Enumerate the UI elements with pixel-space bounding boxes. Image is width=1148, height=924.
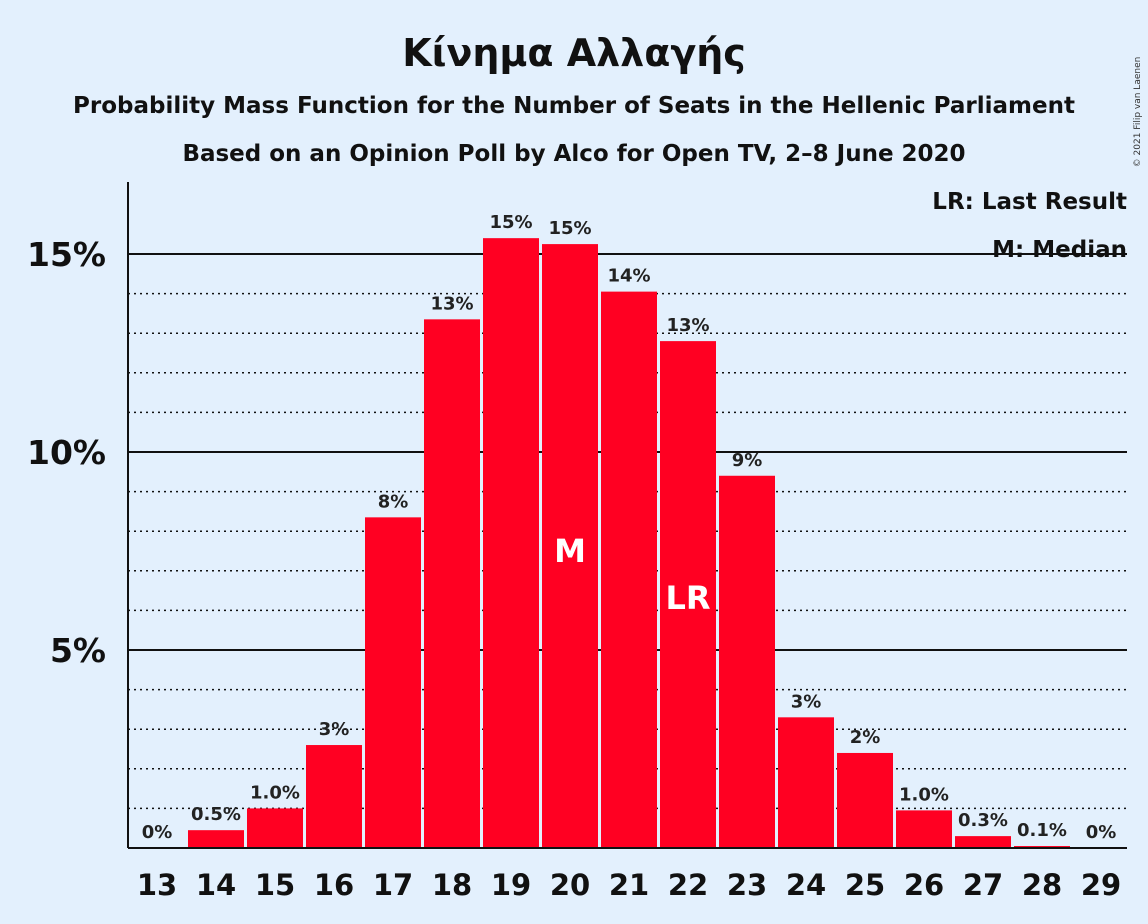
bar-label-seat-22: 13% xyxy=(666,315,709,336)
x-tick-label: 27 xyxy=(963,868,1003,902)
y-tick-label: 5% xyxy=(50,631,106,670)
x-tick-label: 15 xyxy=(255,868,295,902)
bar-label-seat-17: 8% xyxy=(378,491,409,512)
bar-label-seat-16: 3% xyxy=(319,719,350,740)
bar-label-seat-28: 0.1% xyxy=(1017,820,1067,841)
bar-label-seat-25: 2% xyxy=(850,727,881,748)
bar-label-seat-13: 0% xyxy=(142,822,173,843)
x-tick-label: 20 xyxy=(550,868,590,902)
x-tick-label: 23 xyxy=(727,868,767,902)
bar-label-seat-23: 9% xyxy=(732,450,763,471)
bar-seat-17 xyxy=(365,517,421,848)
bar-seat-14 xyxy=(188,830,244,848)
bars: 0% 13 0.5% 14 1.0% 15 3% 16 8% 17 13% 18 15% 19 15% 20 1… xyxy=(137,212,1121,902)
bar-seat-25 xyxy=(837,752,893,848)
axes: 5% 10% 15% xyxy=(27,182,1127,849)
bar-label-seat-24: 3% xyxy=(791,691,822,712)
x-tick-label: 13 xyxy=(137,868,177,902)
bar-label-seat-18: 13% xyxy=(430,293,473,314)
bar-label-seat-27: 0.3% xyxy=(958,810,1008,831)
median-marker: M xyxy=(554,532,586,570)
bar-seat-24 xyxy=(778,717,834,848)
y-tick-label: 15% xyxy=(27,235,106,274)
x-tick-label: 16 xyxy=(314,868,354,902)
x-tick-label: 22 xyxy=(668,868,708,902)
chart-subtitle: Probability Mass Function for the Number… xyxy=(73,93,1075,119)
bar-seat-23 xyxy=(719,475,775,848)
y-tick-label: 10% xyxy=(27,433,106,472)
bar-seat-18 xyxy=(424,319,480,849)
x-tick-label: 17 xyxy=(373,868,413,902)
bar-seat-26 xyxy=(896,810,952,848)
chart-subtitle-poll: Based on an Opinion Poll by Alco for Ope… xyxy=(182,141,965,167)
x-tick-label: 28 xyxy=(1022,868,1062,902)
x-tick-label: 25 xyxy=(845,868,885,902)
bar-seat-22 xyxy=(660,341,716,848)
bar-seat-21 xyxy=(601,291,657,848)
x-tick-label: 29 xyxy=(1081,868,1121,902)
bar-label-seat-29: 0% xyxy=(1086,822,1117,843)
x-tick-label: 19 xyxy=(491,868,531,902)
legend-median: M: Median xyxy=(992,237,1127,263)
bar-seat-15 xyxy=(247,808,303,848)
x-tick-label: 18 xyxy=(432,868,472,902)
bar-label-seat-21: 14% xyxy=(607,266,650,287)
bar-seat-19 xyxy=(483,238,539,848)
bar-seat-16 xyxy=(306,745,362,848)
legend-last-result: LR: Last Result xyxy=(932,189,1127,215)
copyright-notice: © 2021 Filip van Laenen xyxy=(1133,57,1143,168)
x-tick-label: 26 xyxy=(904,868,944,902)
bar-seat-27 xyxy=(955,836,1011,848)
bar-label-seat-14: 0.5% xyxy=(191,804,241,825)
bar-label-seat-26: 1.0% xyxy=(899,784,949,805)
bar-label-seat-15: 1.0% xyxy=(250,782,300,803)
last-result-marker: LR xyxy=(665,579,710,617)
x-tick-label: 24 xyxy=(786,868,826,902)
bar-seat-20 xyxy=(542,244,598,849)
bar-label-seat-20: 15% xyxy=(548,218,591,239)
x-tick-label: 21 xyxy=(609,868,649,902)
x-tick-label: 14 xyxy=(196,868,236,902)
chart-title: Κίνημα Αλλαγής xyxy=(402,31,746,75)
bar-label-seat-19: 15% xyxy=(489,212,532,233)
